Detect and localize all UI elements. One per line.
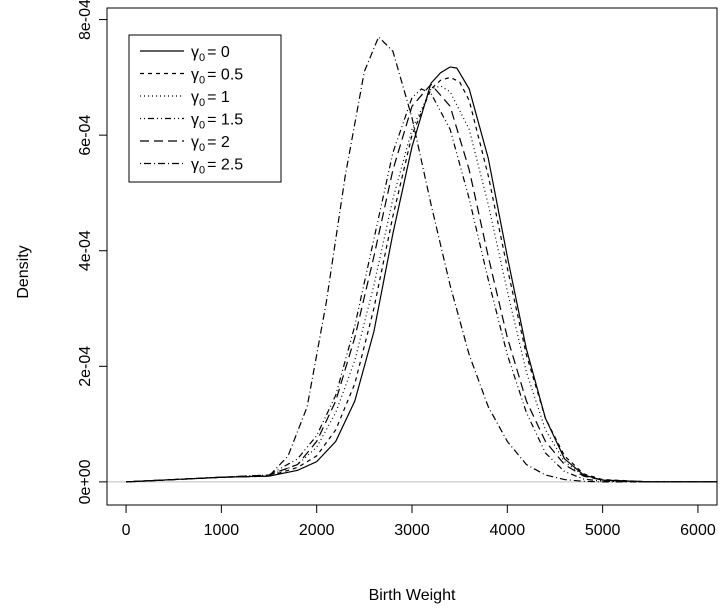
y-tick-label: 2e-04 [77, 346, 94, 387]
legend-label-4: γ0 = 2 [191, 134, 230, 154]
y-tick-label: 6e-04 [77, 115, 94, 156]
series-line-0 [126, 66, 717, 483]
x-tick-label: 3000 [394, 522, 430, 539]
legend-box [128, 34, 282, 183]
x-tick-label: 0 [122, 522, 131, 539]
y-tick-label: 0e+00 [77, 459, 94, 504]
axes: 0 1000 2000 3000 4000 5000 6000 0e+00 2e-04 4e-04… [77, 0, 718, 539]
series-line-1 [126, 76, 717, 483]
x-axis-label: Birth Weight [369, 587, 456, 604]
series-line-4 [126, 83, 717, 483]
series-line-5 [126, 35, 717, 483]
legend-label-3: γ0 = 1.5 [191, 112, 243, 132]
x-tick-label: 5000 [585, 522, 621, 539]
x-tick-label: 6000 [680, 522, 716, 539]
legend: γ0 = 0 γ0 = 0.5γ0 = 1 γ0 = 1.5γ0 = 2 γ0 = 2.5 [128, 34, 282, 183]
legend-label-2: γ0 = 1 [191, 89, 230, 109]
y-tick-label: 4e-04 [77, 230, 94, 271]
legend-label-1: γ0 = 0.5 [191, 67, 243, 87]
y-axis-label: Density [15, 245, 32, 298]
legend-label-5: γ0 = 2.5 [191, 157, 243, 177]
x-tick-label: 2000 [299, 522, 335, 539]
y-tick-label: 8e-04 [77, 0, 94, 40]
legend-label-0: γ0 = 0 [191, 44, 230, 64]
series-line-3 [126, 88, 717, 483]
plot-lines [107, 35, 717, 483]
x-tick-label: 1000 [204, 522, 240, 539]
x-tick-label: 4000 [490, 522, 526, 539]
